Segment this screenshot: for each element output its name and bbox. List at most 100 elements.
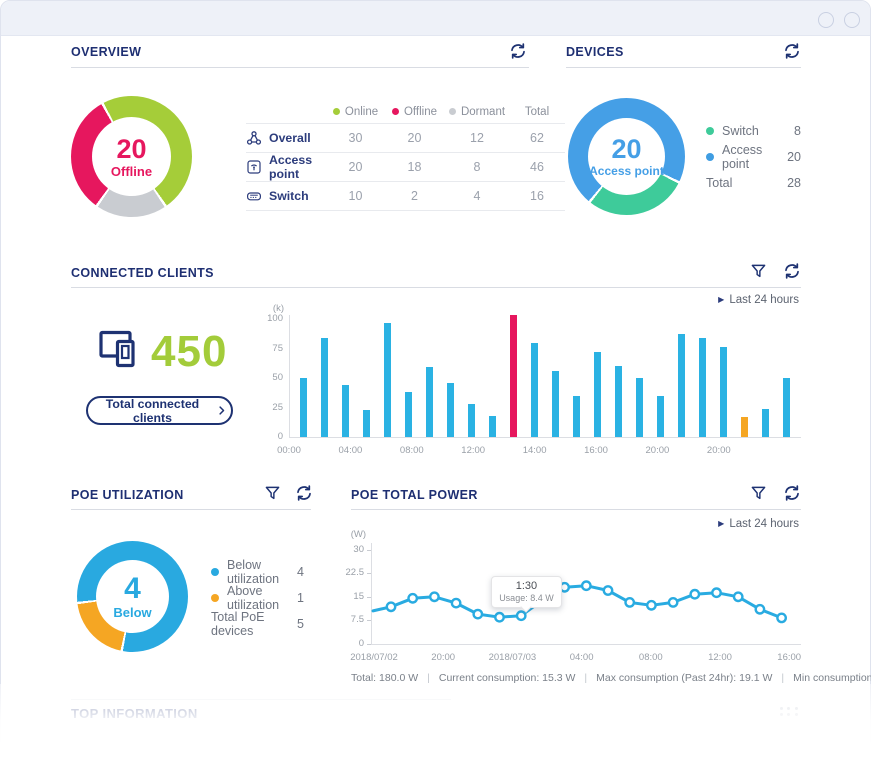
x-tick-label: 2018/07/03 [488,652,537,663]
data-point-marker [407,592,419,604]
data-point-marker [711,587,722,599]
y-tick-label: 0 [358,638,364,649]
drag-handle-icon[interactable] [778,705,800,718]
y-axis-line [289,315,290,437]
legend-dot-icon [211,568,219,576]
devices-donut-label: Access point [589,164,664,179]
bar [741,417,749,437]
legend-dot-icon [706,153,714,161]
x-tick-label: 08:00 [638,652,663,663]
data-point-marker [667,597,679,608]
overview-status-table: Online Offline Dormant Total Overall 30 20 12 62… [246,100,565,211]
bar [783,378,791,437]
legend-value: 5 [297,617,304,631]
data-point-marker [732,591,744,603]
legend-label: Above utilization [227,584,280,612]
legend-value: 1 [297,591,304,605]
y-axis-unit: (k) [272,303,284,314]
total-connected-clients-button[interactable]: Total connected clients [86,396,233,425]
table-cell-value: 20 [327,152,384,181]
legend-value: 8 [794,124,801,138]
table-cell-value: 18 [384,152,445,181]
overview-donut-label: Offline [110,163,153,179]
legend-label: Access point [722,143,763,171]
column-header: Offline [403,105,438,118]
tooltip-value: Usage: 8.4 W [499,592,554,603]
refresh-icon[interactable] [509,42,527,60]
button-label: Total connected clients [105,396,200,425]
legend-row: Above utilization 1 [211,584,304,612]
filter-icon[interactable] [750,485,767,502]
x-tick-label: 20:00 [706,445,731,456]
x-tick-label: 20:00 [431,652,456,663]
poe-utilization-title: POE UTILIZATION [71,488,184,502]
time-range-selector[interactable]: ▶ Last 24 hours [718,294,799,306]
data-point-marker [602,585,614,596]
filter-icon[interactable] [264,485,281,502]
table-cell-value: 16 [509,181,565,210]
bar [636,378,644,437]
table-corner-cell [246,100,327,123]
filter-icon[interactable] [750,263,767,280]
bar [467,404,475,437]
overview-divider [71,67,529,68]
y-tick-mark [367,596,371,598]
table-cell-value: 2 [384,181,445,210]
window-control-icon[interactable] [844,12,860,28]
table-cell-value: 46 [509,152,565,181]
overview-title: OVERVIEW [71,45,142,59]
connected-devices-icon [99,330,143,368]
legend-dot-icon [391,108,399,115]
poe-utilization-donut: 4 Below [77,541,188,652]
time-range-selector[interactable]: ▶ Last 24 hours [718,518,799,530]
refresh-icon[interactable] [783,262,801,280]
table-column-header: Offline [384,100,445,123]
access-point-icon [246,159,262,175]
poe-utilization-legend: Below utilization 4 Above utilization 1 Tota… [211,558,304,638]
refresh-icon[interactable] [783,484,801,502]
range-label-text: Last 24 hours [729,518,799,530]
bar [341,385,349,437]
data-point-marker [515,610,527,622]
table-row-label: Overall [246,123,327,152]
devices-title: DEVICES [566,45,624,59]
stats-separator: | [427,672,430,684]
y-axis-line [371,543,372,644]
poe-total-power-line-chart: (W) 30 22.5 15 7.5 0 2018/07/02 20:00 2018/07/0… [341,526,816,666]
stats-separator: | [781,672,785,684]
x-axis-line [371,644,801,645]
data-point-marker [689,588,701,600]
data-point-marker [450,597,462,609]
x-tick-label: 2018/07/02 [350,652,398,663]
x-tick-label: 08:00 [399,445,424,456]
devices-divider [566,67,801,68]
stat-item: Min consumption (Past 24hr): 1.3 W [793,672,871,684]
table-cell-value: 4 [445,181,509,210]
legend-label: Total [706,176,733,190]
bar [720,347,728,437]
refresh-icon[interactable] [295,484,313,502]
table-cell-value: 8 [445,152,509,181]
table-cell-value: 30 [327,123,384,152]
y-tick-mark [367,573,371,575]
bar [299,378,307,437]
y-tick-label: 25 [272,401,283,413]
y-tick-label: 100 [267,313,283,324]
bar [552,371,559,437]
x-tick-label: 16:00 [777,652,802,663]
devices-legend: Switch 8 Access point 20 Total 28 [706,118,801,196]
stats-separator: | [584,672,588,684]
y-tick-label: 50 [272,372,283,383]
poe-total-power-title: POE TOTAL POWER [351,488,478,502]
window-control-icon[interactable] [818,12,834,28]
overview-donut-value: 20 [116,133,147,164]
legend-label: Switch [722,124,759,138]
bar [678,334,686,437]
next-section-divider [71,699,451,700]
refresh-icon[interactable] [783,42,801,60]
bar [573,396,580,437]
table-column-header: Online [327,100,384,123]
table-cell-value: 20 [384,123,445,152]
bar [320,338,328,437]
data-point-marker [385,601,397,613]
